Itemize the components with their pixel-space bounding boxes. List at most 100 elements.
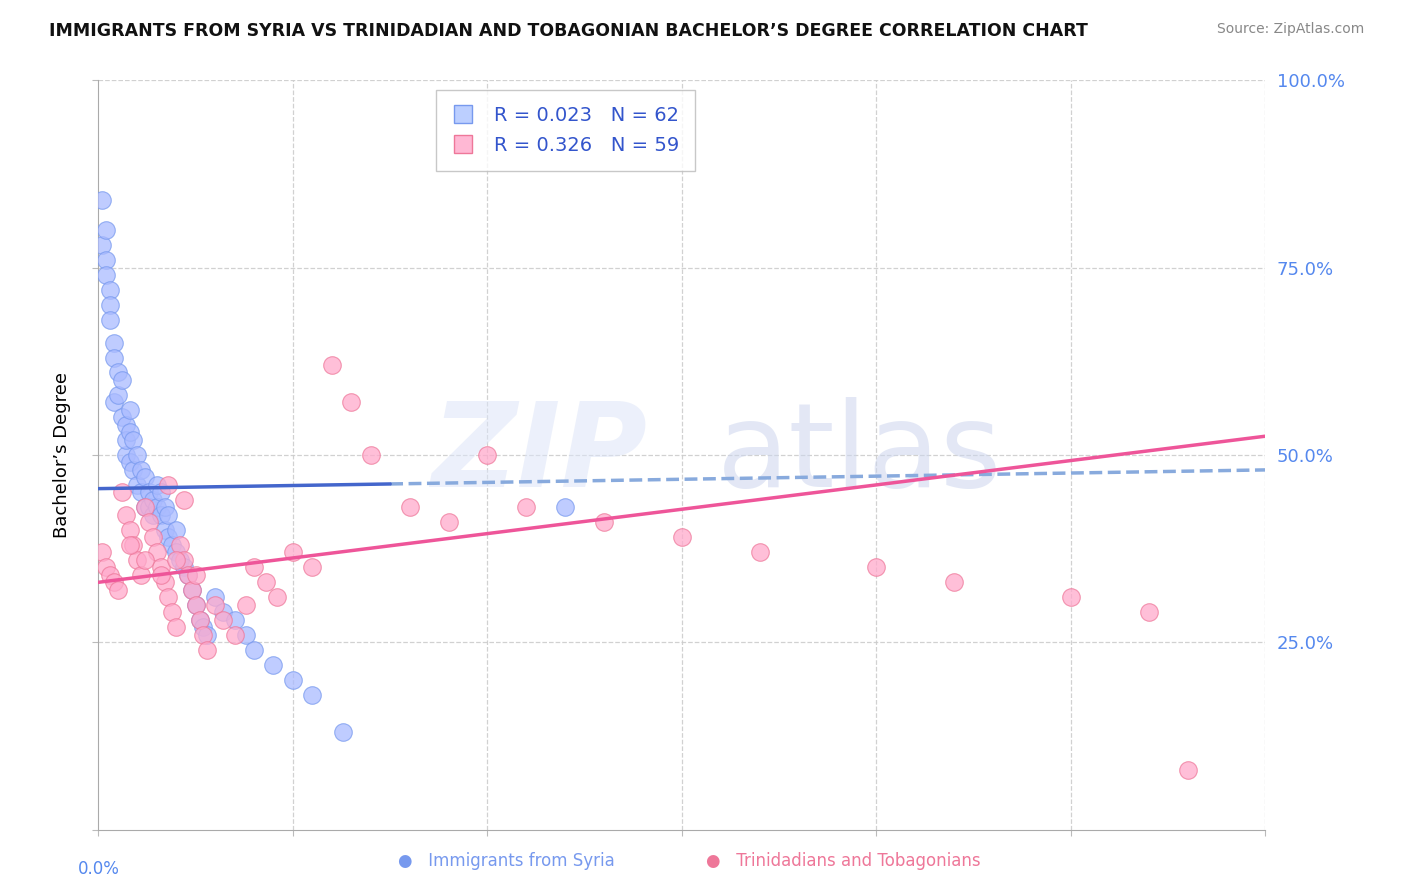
Point <box>118 403 141 417</box>
Point <box>162 538 184 552</box>
Point <box>122 463 145 477</box>
Point <box>107 582 129 597</box>
Point <box>134 500 156 515</box>
Point <box>173 560 195 574</box>
Point <box>157 530 180 544</box>
Point <box>254 575 277 590</box>
Point <box>477 448 499 462</box>
Point <box>173 553 195 567</box>
Point <box>204 591 226 605</box>
Point <box>165 620 187 634</box>
Point <box>398 500 420 515</box>
Point <box>180 582 202 597</box>
Point <box>107 388 129 402</box>
Point <box>122 433 145 447</box>
Point <box>118 455 141 469</box>
Point <box>193 620 215 634</box>
Point <box>212 613 235 627</box>
Point <box>193 628 215 642</box>
Legend: R = 0.023   N = 62, R = 0.326   N = 59: R = 0.023 N = 62, R = 0.326 N = 59 <box>436 90 695 170</box>
Point <box>98 283 121 297</box>
Point <box>118 538 141 552</box>
Point <box>134 553 156 567</box>
Point <box>129 463 152 477</box>
Point <box>103 395 125 409</box>
Point <box>129 485 152 500</box>
Point <box>103 575 125 590</box>
Point <box>114 433 136 447</box>
Text: ZIP: ZIP <box>430 398 647 512</box>
Point <box>96 223 118 237</box>
Point <box>149 567 172 582</box>
Point <box>188 613 211 627</box>
Point <box>235 628 257 642</box>
Point <box>235 598 257 612</box>
Point <box>107 366 129 380</box>
Point <box>165 545 187 559</box>
Point <box>301 688 323 702</box>
Point <box>91 193 114 207</box>
Point <box>142 492 165 507</box>
Point <box>593 516 616 530</box>
Point <box>332 725 354 739</box>
Point <box>865 560 887 574</box>
Point <box>114 448 136 462</box>
Point <box>111 485 134 500</box>
Point <box>142 530 165 544</box>
Point <box>301 560 323 574</box>
Point <box>281 673 304 687</box>
Point <box>127 478 149 492</box>
Text: ●   Trinidadians and Tobagonians: ● Trinidadians and Tobagonians <box>706 852 981 870</box>
Point <box>98 298 121 312</box>
Text: 0.0%: 0.0% <box>77 860 120 878</box>
Point <box>146 478 169 492</box>
Point <box>184 598 207 612</box>
Point <box>96 560 118 574</box>
Point <box>149 508 172 522</box>
Point <box>149 485 172 500</box>
Point <box>195 628 218 642</box>
Point <box>224 613 246 627</box>
Point <box>177 567 200 582</box>
Point <box>671 530 693 544</box>
Point <box>98 313 121 327</box>
Point <box>262 657 284 672</box>
Point <box>184 598 207 612</box>
Point <box>129 567 152 582</box>
Point <box>146 500 169 515</box>
Point <box>266 591 288 605</box>
Point <box>91 238 114 252</box>
Point <box>169 538 191 552</box>
Point <box>281 545 304 559</box>
Point <box>243 560 266 574</box>
Point <box>103 351 125 365</box>
Point <box>165 523 187 537</box>
Point <box>437 516 460 530</box>
Point <box>98 567 121 582</box>
Point <box>153 500 176 515</box>
Point <box>169 553 191 567</box>
Y-axis label: Bachelor’s Degree: Bachelor’s Degree <box>53 372 72 538</box>
Point <box>360 448 382 462</box>
Point <box>153 575 176 590</box>
Point <box>138 516 160 530</box>
Point <box>138 485 160 500</box>
Point <box>138 500 160 515</box>
Point <box>103 335 125 350</box>
Point <box>554 500 576 515</box>
Point <box>149 560 172 574</box>
Point <box>1060 591 1083 605</box>
Point <box>118 425 141 440</box>
Point <box>515 500 537 515</box>
Point <box>96 253 118 268</box>
Text: IMMIGRANTS FROM SYRIA VS TRINIDADIAN AND TOBAGONIAN BACHELOR’S DEGREE CORRELATIO: IMMIGRANTS FROM SYRIA VS TRINIDADIAN AND… <box>49 22 1088 40</box>
Point <box>157 591 180 605</box>
Point <box>127 553 149 567</box>
Point <box>157 508 180 522</box>
Point <box>321 358 343 372</box>
Point <box>114 417 136 432</box>
Text: Source: ZipAtlas.com: Source: ZipAtlas.com <box>1216 22 1364 37</box>
Text: ●   Immigrants from Syria: ● Immigrants from Syria <box>398 852 614 870</box>
Point <box>180 582 202 597</box>
Point <box>165 553 187 567</box>
